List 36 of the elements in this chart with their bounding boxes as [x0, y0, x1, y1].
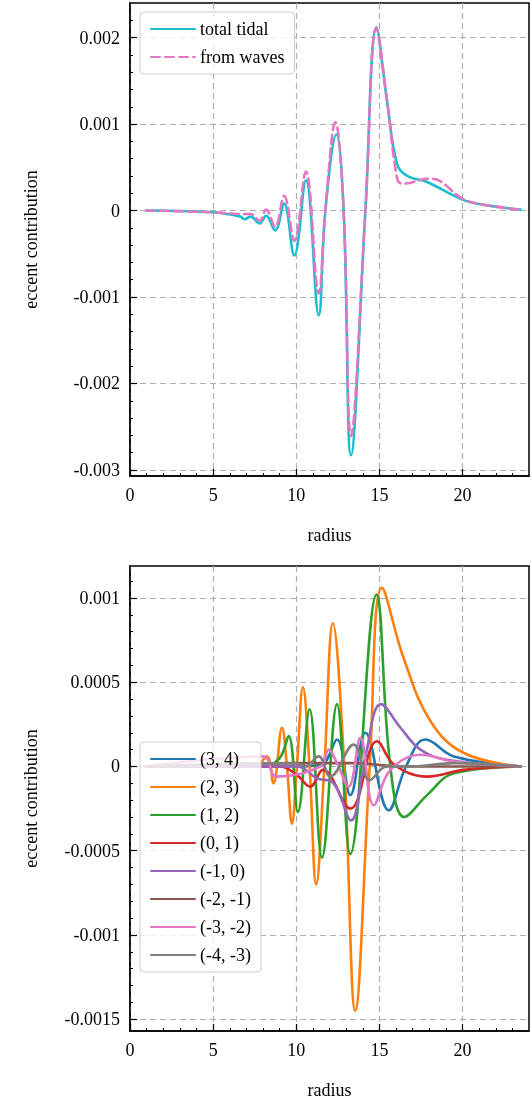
y-tick-label: -0.0015	[64, 1009, 120, 1030]
legend-label: (-2, -1)	[200, 889, 251, 910]
legend-label: (-4, -3)	[200, 945, 251, 966]
legend-label: (1, 2)	[200, 805, 239, 826]
x-tick-label: 0	[125, 1040, 135, 1060]
legend-label: (-1, 0)	[200, 861, 245, 882]
y-axis-title: eccent contribution	[21, 729, 41, 868]
y-tick-label: 0	[111, 200, 120, 221]
x-tick-label: 5	[208, 1040, 218, 1060]
y-tick-label: 0.002	[79, 27, 120, 48]
legend-label: (-3, -2)	[200, 917, 251, 938]
x-axis-title: radius	[307, 1080, 352, 1100]
x-tick-label: 10	[287, 1040, 306, 1060]
x-tick-label: 20	[453, 485, 472, 505]
y-tick-label: 0	[111, 756, 120, 777]
y-axis-title: eccent contribution	[21, 170, 41, 309]
legend-label: total tidal	[200, 19, 269, 39]
x-axis-title: radius	[307, 525, 352, 545]
x-tick-label: 0	[125, 485, 135, 505]
legend-label: from waves	[200, 47, 285, 67]
y-tick-label: -0.002	[73, 373, 120, 394]
legend-label: (3, 4)	[200, 749, 239, 770]
legend-label: (0, 1)	[200, 833, 239, 854]
y-tick-label: -0.001	[73, 924, 120, 945]
x-tick-label: 5	[208, 485, 218, 505]
y-tick-label: 0.001	[79, 588, 120, 609]
y-tick-label: -0.0005	[64, 840, 120, 861]
y-tick-label: 0.001	[79, 114, 120, 135]
y-tick-label: -0.001	[73, 287, 120, 307]
x-tick-label: 15	[370, 485, 389, 505]
legend-label: (2, 3)	[200, 777, 239, 798]
x-tick-label: 10	[287, 485, 306, 505]
x-tick-label: 20	[453, 1040, 472, 1060]
y-tick-label: -0.003	[73, 459, 120, 480]
y-tick-label: 0.0005	[70, 672, 120, 693]
x-tick-label: 15	[370, 1040, 389, 1060]
